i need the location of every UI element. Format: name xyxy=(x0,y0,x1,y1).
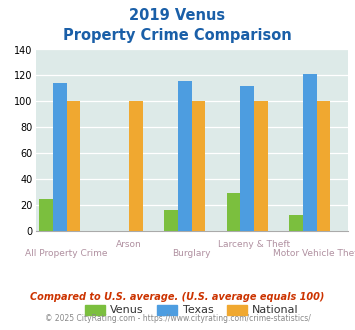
Bar xyxy=(178,81,192,231)
Text: Larceny & Theft: Larceny & Theft xyxy=(218,240,290,249)
Text: Burglary: Burglary xyxy=(173,249,211,258)
Text: All Property Crime: All Property Crime xyxy=(26,249,108,258)
Bar xyxy=(227,193,240,231)
Bar xyxy=(289,215,303,231)
Bar xyxy=(129,101,143,231)
Legend: Venus, Texas, National: Venus, Texas, National xyxy=(80,300,303,320)
Bar xyxy=(303,74,317,231)
Bar xyxy=(240,86,254,231)
Text: Compared to U.S. average. (U.S. average equals 100): Compared to U.S. average. (U.S. average … xyxy=(30,292,325,302)
Text: 2019 Venus: 2019 Venus xyxy=(130,8,225,23)
Bar xyxy=(254,101,268,231)
Bar xyxy=(317,101,331,231)
Text: Property Crime Comparison: Property Crime Comparison xyxy=(63,28,292,43)
Bar xyxy=(164,210,178,231)
Text: Arson: Arson xyxy=(116,240,142,249)
Bar xyxy=(39,199,53,231)
Bar xyxy=(67,101,81,231)
Bar xyxy=(53,83,67,231)
Text: Motor Vehicle Theft: Motor Vehicle Theft xyxy=(273,249,355,258)
Bar xyxy=(192,101,206,231)
Text: © 2025 CityRating.com - https://www.cityrating.com/crime-statistics/: © 2025 CityRating.com - https://www.city… xyxy=(45,314,310,323)
